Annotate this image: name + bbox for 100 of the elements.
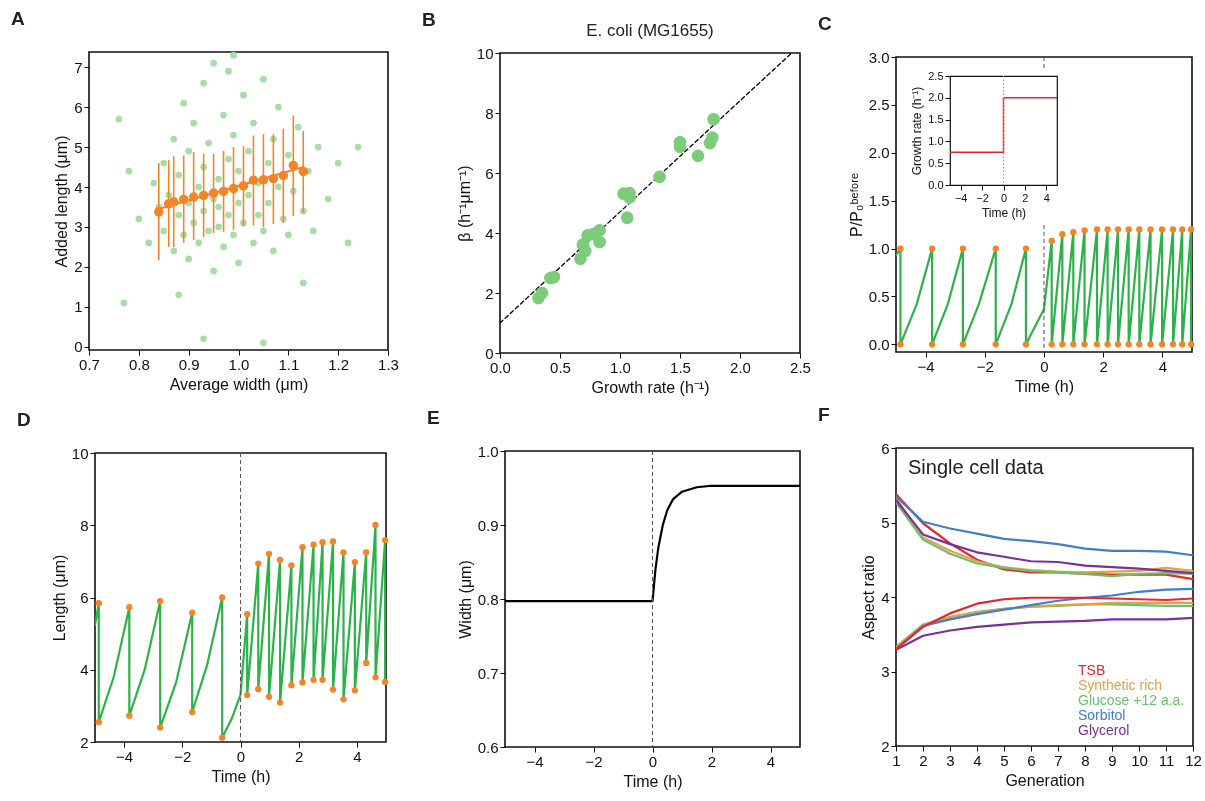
- x-tick-label: −2: [976, 191, 989, 204]
- point: [340, 549, 347, 556]
- point: [1147, 341, 1154, 348]
- y-tick-label: 1: [74, 298, 83, 316]
- y-tick-label: 2: [80, 733, 89, 751]
- y-axis-title: β (h⁻¹μm⁻¹): [455, 165, 473, 242]
- x-tick-label: −2: [174, 747, 192, 765]
- point: [319, 539, 326, 546]
- y-tick-label: 6: [80, 589, 89, 606]
- point: [992, 245, 999, 252]
- point: [288, 682, 295, 689]
- point: [707, 112, 720, 126]
- y-tick-label: 5: [74, 138, 83, 156]
- text: D: [17, 409, 31, 431]
- text: B: [422, 9, 436, 31]
- y-tick-label: 4: [80, 661, 89, 679]
- point: [363, 659, 370, 667]
- x-tick-label: 6: [1027, 751, 1036, 769]
- point: [154, 207, 164, 217]
- text: Sorbitol: [1078, 707, 1126, 723]
- y-tick-label: 0.5: [928, 156, 944, 169]
- text: TSB: [1078, 662, 1106, 678]
- x-tick-label: 0.5: [550, 358, 571, 376]
- point: [157, 597, 164, 605]
- x-tick-label: −4: [954, 191, 968, 204]
- point: [276, 556, 284, 564]
- point: [218, 186, 229, 197]
- y-tick-label: 0.8: [477, 590, 499, 608]
- y-tick-label: 6: [74, 98, 83, 116]
- x-tick-label: 0: [648, 752, 658, 770]
- x-axis-title: Growth rate (h⁻¹): [591, 378, 710, 396]
- y-tick-label: 0.7: [477, 664, 499, 682]
- y-tick-label: 4: [485, 224, 494, 242]
- point: [310, 676, 317, 684]
- x-tick-label: 0: [1000, 191, 1008, 204]
- x-tick-label: 0: [1040, 357, 1049, 375]
- y-axis-title: Length (μm): [50, 554, 68, 642]
- y-tick-label: 0.0: [928, 178, 944, 191]
- line-series: [896, 495, 1193, 557]
- y-tick-label: 7: [74, 58, 83, 76]
- y-tick-label: 1.0: [477, 442, 499, 460]
- x-tick-label: 0.9: [178, 355, 200, 373]
- point: [238, 181, 249, 191]
- text: F: [818, 404, 830, 426]
- line-series: [505, 484, 800, 603]
- x-tick-label: 2: [1099, 357, 1108, 375]
- x-tick-label: 1.3: [378, 355, 399, 373]
- y-tick-label: 3: [74, 218, 83, 236]
- point: [992, 341, 999, 348]
- x-axis-title: Time (h): [981, 205, 1027, 220]
- y-tick-label: 3: [881, 663, 890, 680]
- y-tick-label: 0: [485, 344, 494, 362]
- x-tick-label: 1.5: [670, 358, 691, 376]
- y-tick-label: 1.5: [928, 113, 944, 126]
- point: [329, 538, 337, 545]
- point: [576, 238, 590, 252]
- text: C: [818, 13, 832, 35]
- x-axis-title: Generation: [1005, 771, 1085, 789]
- point: [1059, 341, 1066, 348]
- point: [1125, 226, 1132, 233]
- point: [1158, 341, 1166, 348]
- y-tick-label: 2.0: [928, 91, 944, 104]
- x-tick-label: −2: [976, 357, 994, 375]
- y-axis-title: Width (μm): [456, 560, 474, 639]
- point: [1179, 341, 1186, 348]
- point: [95, 718, 102, 726]
- point: [244, 610, 251, 618]
- y-tick-label: 8: [485, 104, 494, 122]
- point: [219, 734, 226, 741]
- x-tick-label: 3: [946, 751, 955, 769]
- point: [535, 286, 549, 300]
- point: [265, 693, 273, 700]
- x-tick-label: 5: [1000, 751, 1009, 769]
- point: [1059, 231, 1066, 238]
- x-axis-title: Average width (μm): [169, 375, 309, 393]
- point: [189, 609, 196, 616]
- y-tick-label: 10: [476, 44, 494, 62]
- x-tick-label: 12: [1185, 751, 1202, 769]
- chart-title: E. coli (MG1655): [586, 21, 714, 40]
- x-tick-label: 1.0: [228, 355, 250, 373]
- point: [178, 194, 189, 205]
- x-tick-label: 2: [295, 747, 304, 765]
- point: [593, 223, 606, 237]
- x-tick-label: 10: [1131, 751, 1148, 769]
- point: [706, 131, 719, 144]
- x-tick-label: 2.0: [730, 358, 751, 376]
- point: [1048, 341, 1055, 348]
- y-axis-title: P/P₀ᵇᵉᶠᵒʳᵉ: [847, 173, 865, 237]
- point: [1179, 226, 1186, 233]
- y-tick-label: 6: [881, 439, 890, 457]
- y-tick-label: 6: [485, 164, 494, 182]
- point: [208, 188, 219, 198]
- point: [198, 190, 209, 201]
- point: [1104, 226, 1111, 233]
- point: [340, 696, 347, 703]
- point: [1136, 226, 1143, 233]
- point: [219, 594, 226, 601]
- x-tick-label: 1.0: [610, 358, 631, 376]
- point: [897, 341, 904, 348]
- x-tick-label: 1.2: [328, 355, 350, 373]
